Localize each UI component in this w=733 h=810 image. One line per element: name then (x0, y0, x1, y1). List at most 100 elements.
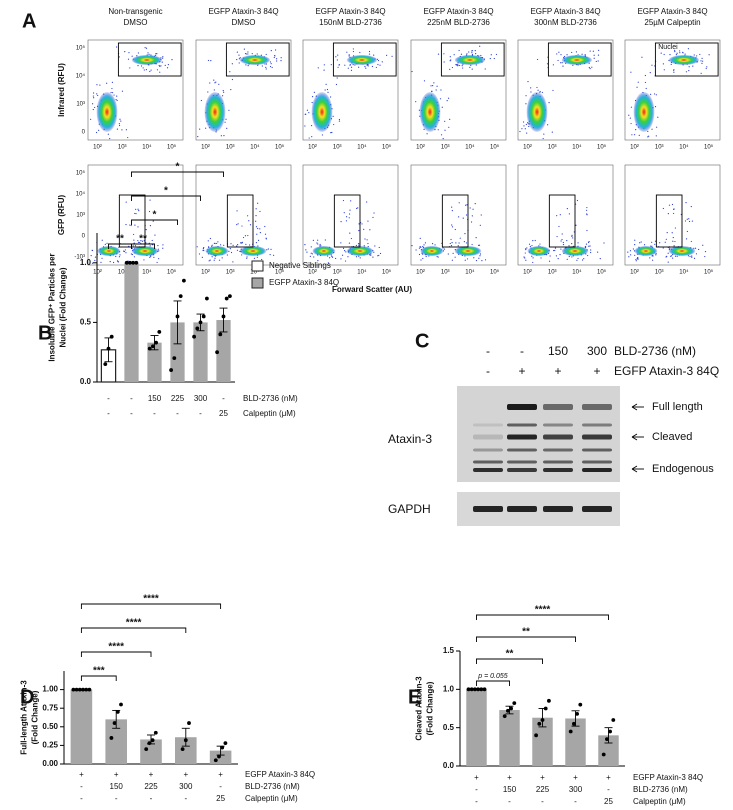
blot-band (473, 468, 503, 472)
event-dot (267, 248, 269, 250)
event-dot (215, 81, 217, 83)
event-dot (255, 226, 258, 228)
event-dot (470, 221, 473, 223)
column-title: Non-transgenic (108, 7, 162, 16)
event-dot (373, 54, 375, 56)
event-dot (667, 213, 669, 215)
event-dot (466, 204, 468, 206)
arrow-head (631, 465, 638, 473)
x-tick-label: 10⁵ (382, 269, 392, 276)
event-dot (306, 109, 309, 111)
event-dot (588, 66, 590, 69)
y-tick-label: 10⁴ (76, 73, 86, 80)
blot-band (543, 468, 573, 472)
condition-mark: - (153, 409, 156, 418)
event-dot (269, 61, 272, 63)
event-dot (701, 57, 703, 59)
event-dot (446, 100, 448, 102)
event-dot (675, 54, 678, 56)
event-dot (225, 118, 227, 120)
event-dot (90, 255, 92, 257)
event-dot (316, 242, 318, 244)
x-tick-label: 10³ (118, 270, 127, 276)
data-point (217, 754, 221, 759)
legend-label: EGFP Ataxin-3 84Q (269, 278, 339, 287)
data-point (509, 706, 513, 711)
event-dot (701, 60, 704, 62)
density-plot (302, 164, 399, 266)
y-tick-label: 0.50 (42, 722, 58, 731)
event-dot (650, 93, 652, 95)
event-dot (687, 48, 690, 50)
blot-label: Ataxin-3 (388, 432, 432, 446)
data-point (575, 711, 579, 716)
event-dot (238, 62, 240, 64)
event-dot (133, 239, 135, 241)
event-dot (640, 241, 642, 243)
data-point (534, 733, 538, 738)
blot-band (582, 434, 612, 440)
event-dot (593, 57, 595, 59)
event-dot (217, 241, 219, 243)
event-dot (356, 207, 358, 210)
event-dot (370, 254, 372, 256)
x-tick-label: 10⁴ (572, 269, 582, 276)
event-dot (447, 253, 449, 255)
event-dot (475, 237, 477, 239)
x-tick-label: 10³ (655, 270, 664, 276)
event-dot (695, 253, 698, 255)
event-dot (464, 233, 466, 235)
event-dot (434, 244, 436, 246)
event-dot (443, 248, 446, 250)
event-dot (197, 135, 199, 138)
data-point (172, 356, 177, 361)
event-dot (325, 83, 327, 85)
event-dot (481, 259, 483, 262)
panel-letter: C (415, 330, 429, 352)
event-dot (137, 241, 140, 243)
event-dot (229, 248, 231, 250)
event-dot (372, 256, 374, 258)
event-dot (549, 255, 551, 257)
x-tick-label: 10⁴ (465, 269, 475, 276)
arrow-head (631, 403, 638, 411)
event-dot (672, 236, 674, 239)
event-dot (419, 237, 421, 240)
event-dot (310, 124, 313, 127)
event-dot (137, 226, 139, 228)
event-dot (561, 238, 563, 241)
data-point (611, 718, 616, 722)
event-dot (679, 52, 681, 54)
event-dot (138, 210, 140, 212)
x-tick-label: 10⁵ (704, 269, 714, 276)
event-dot (349, 64, 352, 66)
significance-label: p = 0.055 (477, 673, 507, 680)
gate (654, 42, 719, 77)
event-dot (132, 245, 134, 247)
event-dot (654, 106, 657, 108)
event-dot (667, 261, 669, 263)
gate (548, 194, 576, 248)
event-dot (391, 55, 393, 57)
event-dot (378, 246, 380, 249)
event-dot (529, 245, 531, 248)
event-dot (100, 261, 102, 263)
x-tick-label: 10⁵ (275, 144, 285, 151)
event-dot (475, 64, 477, 66)
event-dot (320, 245, 322, 247)
event-dot (368, 50, 371, 53)
event-dot (372, 216, 374, 219)
treatment-mark: 150 (548, 344, 568, 358)
event-dot (589, 245, 591, 247)
event-dot (649, 71, 651, 74)
event-dot (524, 128, 526, 130)
event-dot (123, 250, 126, 253)
event-dot (437, 53, 440, 55)
panel-letter: D (20, 686, 34, 708)
event-dot (347, 256, 349, 258)
event-dot (552, 89, 554, 92)
event-dot (378, 254, 380, 256)
event-dot (134, 224, 136, 226)
column-title: 25µM Calpeptin (644, 18, 700, 27)
event-dot (451, 206, 453, 208)
